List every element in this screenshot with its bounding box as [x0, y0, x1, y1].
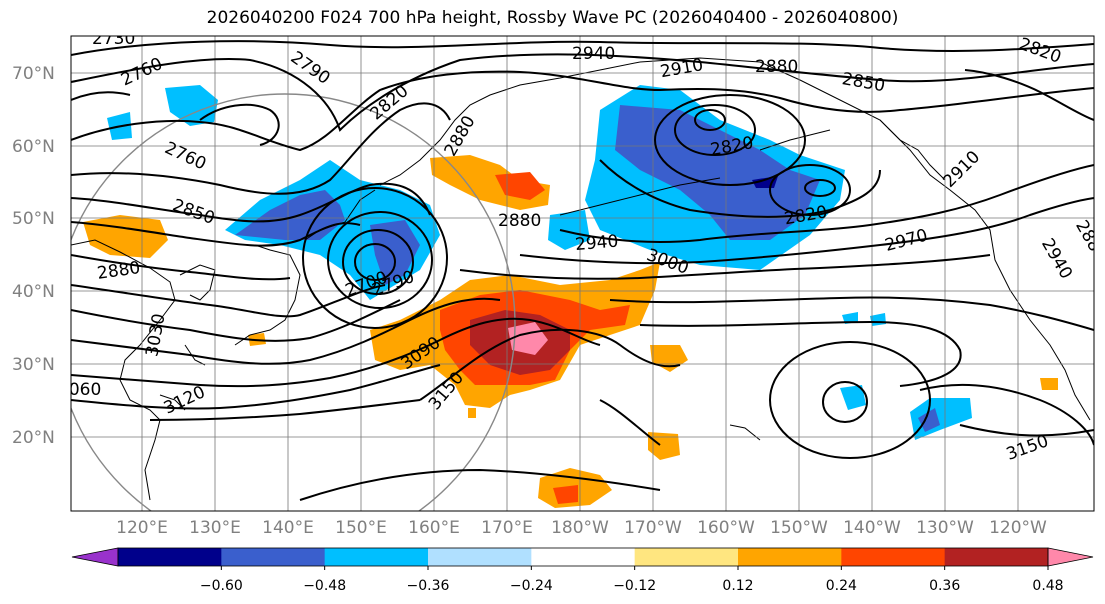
lon-label: 150°W [770, 518, 828, 538]
colorbar-frame [117, 547, 1049, 567]
contour-label: 2880 [498, 211, 541, 231]
lon-label: 160°W [697, 518, 755, 538]
lat-label-30n: 30°N [12, 355, 55, 375]
lon-label: 130°W [916, 518, 974, 538]
shading-positive [83, 155, 1058, 508]
lon-label: 170°W [624, 518, 682, 538]
colorbar-tick-label: 0.12 [722, 578, 753, 594]
colorbar-extend-low [71, 547, 119, 567]
contour-label: 2940 [574, 231, 619, 255]
lon-label: 140°E [262, 518, 314, 538]
map-frame [70, 35, 1095, 512]
map-content: 2730 2760 2790 2820 2940 2910 2880 2850 … [58, 29, 1094, 511]
height-contours [71, 40, 1094, 501]
colorbar-box [531, 548, 636, 566]
lon-label: 140°W [843, 518, 901, 538]
lat-label-40n: 40°N [12, 282, 55, 302]
lon-label: 170°E [481, 518, 533, 538]
lat-label-50n: 50°N [12, 209, 55, 229]
lon-label: 120°W [989, 518, 1047, 538]
colorbar-ticks: −0.60 −0.48 −0.36 −0.24 −0.12 0.12 0.24 0.36 0.4… [200, 566, 1064, 594]
colorbar-box [428, 548, 532, 566]
graticule [71, 36, 1094, 511]
latitude-labels: 70°N 60°N 50°N 40°N 30°N 20°N [12, 64, 55, 448]
coastlines [71, 57, 1091, 501]
colorbar-box [634, 548, 739, 566]
colorbar-tick-label: −0.24 [510, 578, 553, 594]
radius-circle [71, 93, 516, 511]
colorbar-tick-label: −0.60 [200, 578, 243, 594]
lon-label: 150°E [335, 518, 387, 538]
longitude-labels: 120°E 130°E 140°E 150°E 160°E 170°E 180°… [116, 518, 1047, 538]
colorbar-tick-label: −0.12 [613, 578, 656, 594]
colorbar-tick-label: 0.36 [929, 578, 960, 594]
lon-label: 120°E [116, 518, 168, 538]
lat-label-20n: 20°N [12, 428, 55, 448]
shading-negative [107, 85, 972, 440]
contour-label: 2730 [92, 29, 135, 49]
colorbar-box [841, 548, 946, 566]
colorbar-tick-label: 0.24 [826, 578, 857, 594]
lon-label: 130°E [189, 518, 241, 538]
colorbar-box [738, 548, 842, 566]
contour-label: 2940 [572, 44, 615, 64]
contour-label: 3060 [58, 380, 101, 400]
colorbar-box [324, 548, 429, 566]
contour-label: 2880 [755, 57, 798, 77]
lat-label-60n: 60°N [12, 137, 55, 157]
colorbar-box [221, 548, 326, 566]
colorbar-extend-high [1047, 547, 1094, 567]
colorbar-tick-label: −0.36 [407, 578, 450, 594]
colorbar-box [118, 548, 222, 566]
colorbar-tick-label: −0.48 [303, 578, 346, 594]
lat-label-70n: 70°N [12, 64, 55, 84]
colorbar-box [944, 548, 1049, 566]
map-title: 2026040200 F024 700 hPa height, Rossby W… [206, 8, 899, 28]
lon-label: 160°E [408, 518, 460, 538]
lon-label: 180°W [551, 518, 609, 538]
colorbar [71, 547, 1094, 567]
colorbar-tick-label: 0.48 [1032, 578, 1063, 594]
